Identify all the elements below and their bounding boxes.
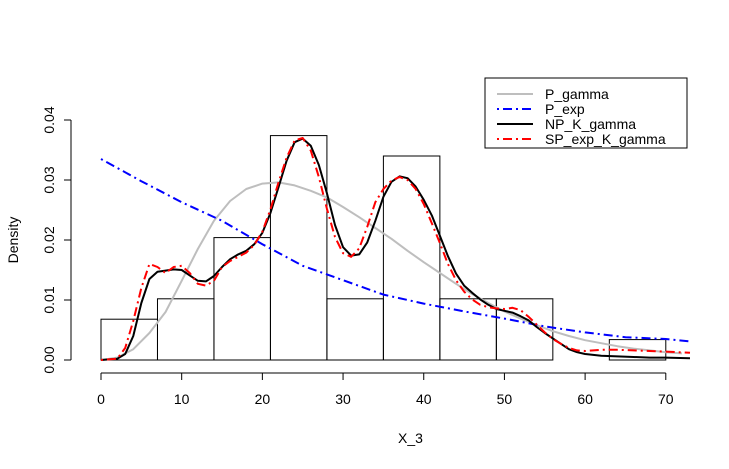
- histogram-bars: [100, 135, 667, 361]
- histogram-bar-3: [269, 135, 328, 361]
- legend-label: NP_K_gamma: [545, 116, 636, 132]
- x-tick-label: 40: [416, 391, 432, 407]
- x-axis-title: X_3: [398, 430, 423, 446]
- x-tick-label: 50: [497, 391, 513, 407]
- density-curves: [100, 137, 691, 361]
- x-tick-label: 20: [255, 391, 271, 407]
- x-tick-label: 70: [658, 391, 674, 407]
- legend-label: SP_exp_K_gamma: [545, 131, 666, 147]
- x-tick-label: 30: [335, 391, 351, 407]
- legend-box: [484, 77, 688, 149]
- x-tick-label: 0: [97, 391, 105, 407]
- histogram-bar-1: [156, 298, 215, 361]
- x-tick-label: 60: [577, 391, 593, 407]
- histogram-bar-7: [495, 298, 554, 361]
- y-tick-label: 0.00: [41, 346, 57, 373]
- series-line-sp-exp-k-gamma: [100, 137, 691, 361]
- x-axis: 0 10 20 30 40 50 60 70: [97, 372, 674, 407]
- x-tick-label: 10: [174, 391, 190, 407]
- histogram-bar-0: [100, 318, 158, 361]
- legend-label: P_exp: [545, 101, 585, 117]
- series-line-np-k-gamma: [100, 137, 691, 361]
- histogram-bar-5: [382, 155, 441, 361]
- series-line-p-gamma: [100, 181, 683, 361]
- y-axis-title: Density: [5, 217, 21, 264]
- histogram-bar-4: [326, 298, 384, 361]
- y-tick-label: 0.01: [41, 286, 57, 313]
- y-axis: 0.00 0.01 0.02 0.03 0.04: [41, 106, 72, 374]
- y-tick-label: 0.03: [41, 166, 57, 193]
- y-tick-label: 0.02: [41, 226, 57, 253]
- series-line-p-exp: [100, 158, 691, 343]
- y-tick-label: 0.04: [41, 106, 57, 133]
- histogram-bar-2: [213, 237, 271, 361]
- legend-label: P_gamma: [545, 86, 609, 102]
